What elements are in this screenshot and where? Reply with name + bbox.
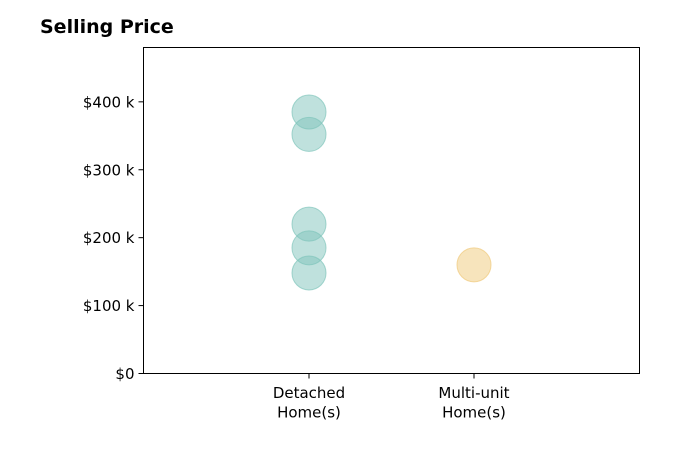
- points-layer: [291, 94, 492, 291]
- data-point: [291, 255, 327, 291]
- y-axis: $0 $100 k $200 k $300 k $400 k: [83, 93, 144, 383]
- data-point: [456, 247, 492, 283]
- plot-frame: [143, 47, 640, 374]
- x-tick-label: Home(s): [277, 404, 341, 422]
- y-tick-label: $100 k: [83, 297, 135, 315]
- x-tick-label: Home(s): [442, 404, 506, 422]
- x-tick-label: Detached: [273, 384, 345, 402]
- y-tick-label: $200 k: [83, 229, 135, 247]
- y-tick-label: $0: [115, 365, 134, 383]
- x-axis: Detached Home(s) Multi-unit Home(s): [273, 373, 510, 422]
- y-tick-label: $300 k: [83, 161, 135, 179]
- x-tick-label: Multi-unit: [438, 384, 509, 402]
- y-tick-label: $400 k: [83, 93, 135, 111]
- chart-title: Selling Price: [40, 16, 174, 38]
- data-point: [291, 116, 327, 152]
